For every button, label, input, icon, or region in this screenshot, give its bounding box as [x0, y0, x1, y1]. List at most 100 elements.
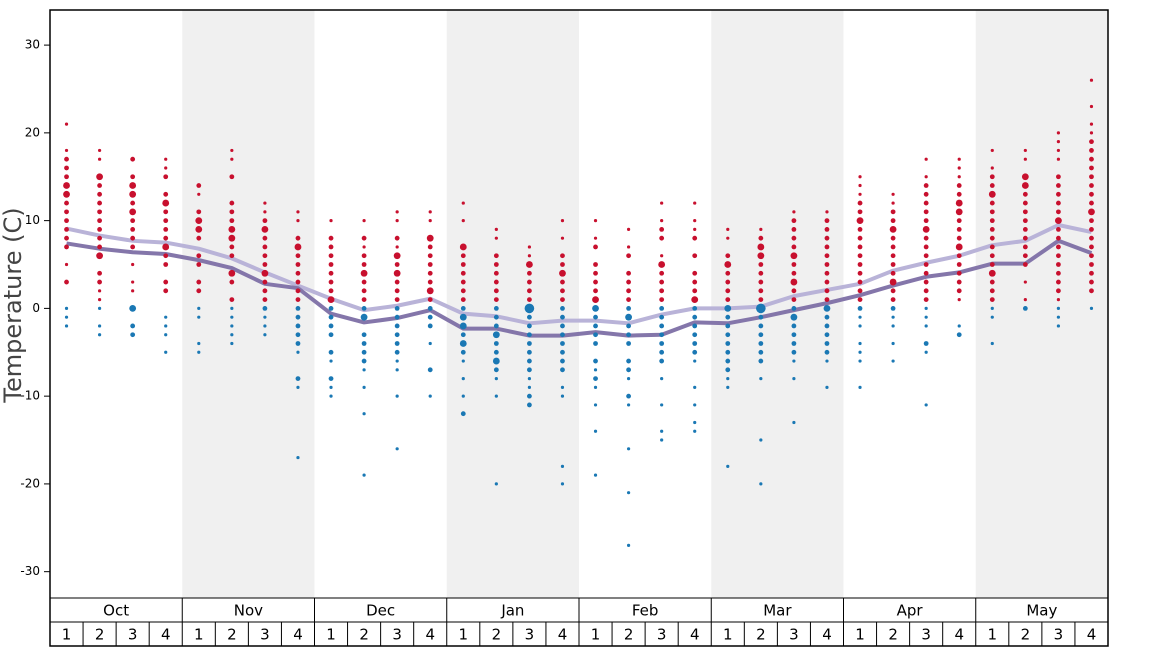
- temperature-dot: [195, 217, 203, 225]
- temperature-dot: [164, 350, 168, 354]
- temperature-dot: [228, 226, 236, 233]
- temperature-dot: [97, 324, 102, 328]
- temperature-dot: [891, 324, 895, 328]
- temperature-dot: [857, 235, 863, 241]
- temperature-dot: [593, 332, 598, 338]
- temperature-dot: [329, 359, 333, 363]
- temperature-dot: [956, 227, 962, 232]
- temperature-dot: [692, 323, 698, 329]
- temperature-dot: [790, 313, 798, 321]
- temperature-dot: [196, 235, 202, 241]
- week-label: 3: [789, 626, 799, 644]
- temperature-dot: [263, 315, 267, 319]
- temperature-dot: [493, 305, 499, 311]
- temperature-dot: [459, 340, 467, 347]
- temperature-dot: [923, 270, 929, 276]
- temperature-dot: [891, 192, 895, 196]
- temperature-dot: [1089, 306, 1094, 310]
- temperature-dot: [1089, 156, 1094, 162]
- temperature-dot: [626, 403, 631, 407]
- temperature-dot: [924, 403, 928, 407]
- temperature-dot: [957, 298, 961, 302]
- temperature-dot: [527, 279, 532, 285]
- temperature-dot: [759, 227, 763, 232]
- temperature-dot: [989, 227, 995, 232]
- temperature-dot: [162, 199, 170, 207]
- week-label: 3: [1054, 626, 1064, 644]
- temperature-dot: [229, 297, 235, 303]
- temperature-dot: [230, 306, 234, 310]
- temperature-dot: [427, 253, 433, 259]
- week-label: 1: [194, 626, 204, 644]
- temperature-dot: [1089, 288, 1094, 294]
- temperature-dot: [493, 279, 499, 285]
- temperature-dot: [394, 314, 400, 320]
- temperature-dot: [593, 236, 598, 240]
- temperature-dot: [395, 210, 399, 214]
- week-label: 4: [293, 626, 303, 644]
- temperature-dot: [461, 219, 465, 223]
- temperature-dot: [626, 367, 631, 373]
- temperature-dot: [461, 359, 465, 363]
- week-label: 4: [822, 626, 832, 644]
- temperature-dot: [560, 332, 565, 338]
- temperature-dot: [626, 323, 631, 329]
- temperature-dot: [792, 210, 796, 214]
- temperature-dot: [857, 253, 863, 259]
- week-label: 1: [855, 626, 865, 644]
- temperature-dot: [362, 473, 366, 477]
- temperature-dot: [261, 226, 269, 233]
- temperature-dot: [63, 190, 70, 198]
- week-label: 2: [492, 626, 502, 644]
- temperature-dot: [560, 236, 565, 240]
- temperature-dot: [758, 288, 764, 294]
- temperature-dot: [294, 243, 302, 251]
- temperature-dot: [96, 173, 103, 181]
- temperature-dot: [924, 324, 928, 328]
- temperature-dot: [693, 201, 697, 205]
- temperature-dot: [626, 332, 631, 338]
- temperature-dot: [758, 341, 764, 346]
- week-label: 2: [624, 626, 634, 644]
- temperature-dot: [791, 235, 797, 241]
- temperature-dot: [493, 270, 499, 276]
- temperature-dot: [857, 209, 863, 215]
- temperature-dot: [527, 314, 532, 320]
- temperature-dot: [1088, 208, 1095, 216]
- week-label: 3: [260, 626, 270, 644]
- temperature-dot: [262, 244, 268, 250]
- temperature-dot: [857, 297, 863, 303]
- temperature-dot: [1056, 235, 1061, 241]
- temperature-dot: [560, 288, 565, 294]
- y-tick-label: 20: [25, 125, 40, 139]
- week-label: 3: [525, 626, 535, 644]
- temperature-dot: [559, 269, 566, 277]
- temperature-dot: [263, 201, 267, 205]
- temperature-dot: [97, 157, 102, 161]
- week-label: 4: [558, 626, 568, 644]
- temperature-dot: [1089, 244, 1094, 250]
- temperature-dot: [64, 227, 69, 232]
- temperature-dot: [726, 236, 730, 240]
- temperature-dot: [924, 175, 928, 179]
- temperature-dot: [659, 323, 665, 329]
- temperature-dot: [923, 262, 929, 267]
- temperature-dot: [1089, 183, 1094, 188]
- temperature-dot: [1022, 262, 1028, 267]
- y-tick-label: -10: [20, 389, 40, 403]
- temperature-dot: [360, 269, 368, 277]
- temperature-dot: [923, 279, 929, 285]
- week-label: 3: [128, 626, 138, 644]
- temperature-dot: [560, 297, 565, 303]
- temperature-dot: [592, 296, 599, 304]
- temperature-dot: [1022, 227, 1028, 232]
- temperature-dot: [758, 314, 764, 320]
- temperature-dot: [1056, 244, 1061, 250]
- temperature-dot: [1089, 174, 1094, 180]
- temperature-dot: [394, 349, 400, 355]
- temperature-dot: [64, 244, 69, 250]
- temperature-dot: [1089, 262, 1094, 267]
- temperature-dot: [164, 324, 168, 328]
- temperature-dot: [824, 323, 830, 329]
- temperature-dot: [659, 332, 665, 338]
